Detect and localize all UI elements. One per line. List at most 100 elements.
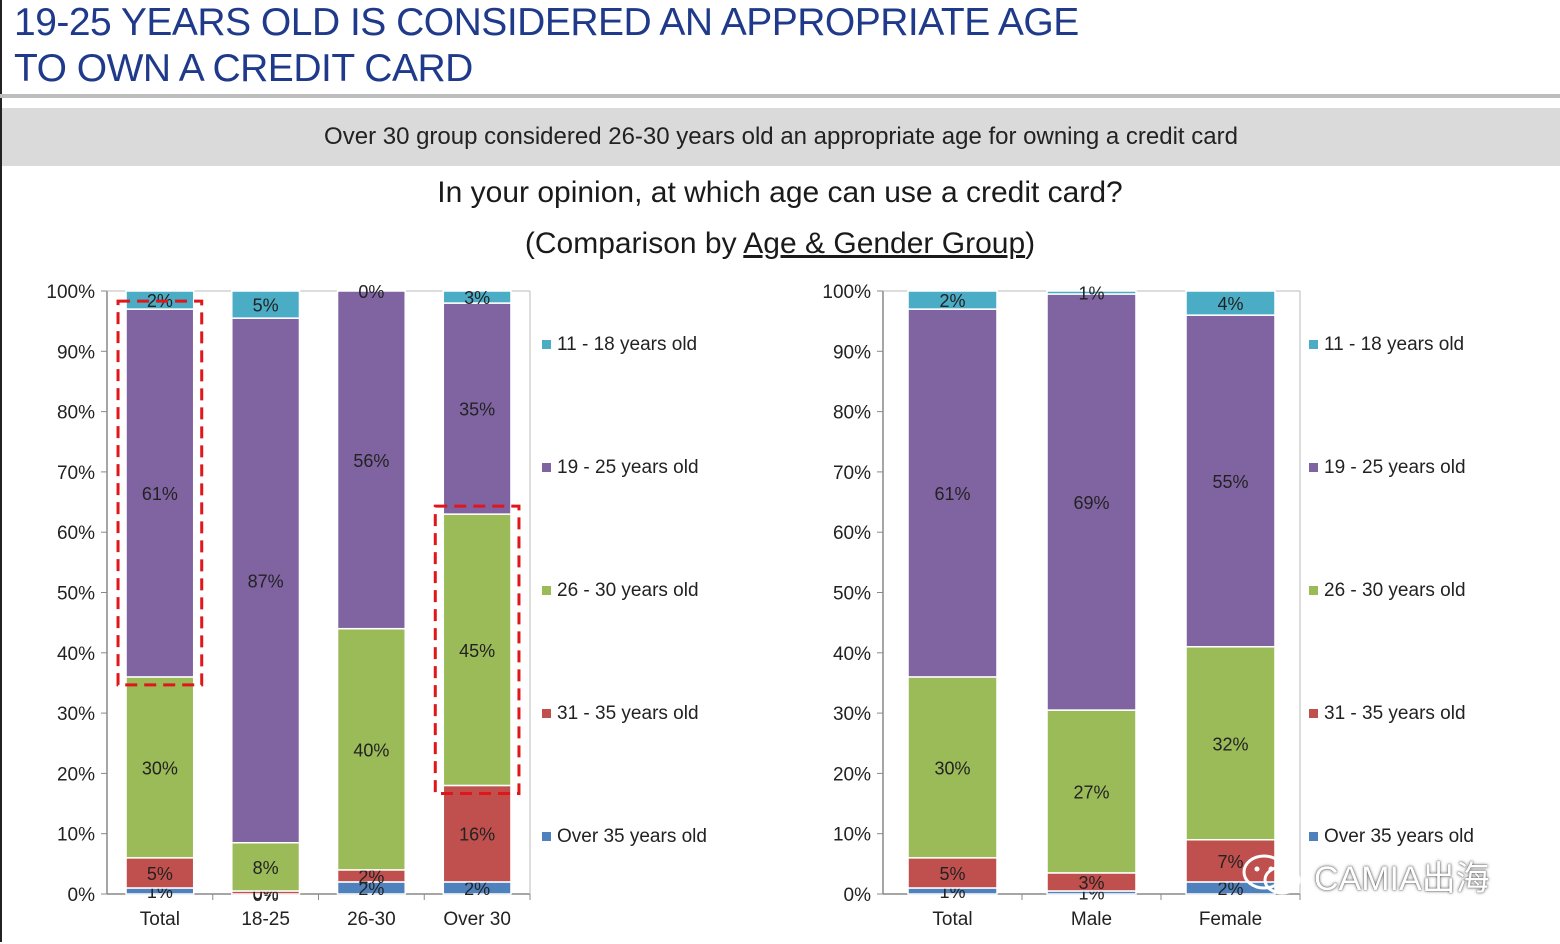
data-label-31-35-years-old-total: 5% — [939, 864, 965, 884]
highlight-box-total — [116, 299, 204, 687]
y-tick-label: 50% — [57, 584, 95, 605]
y-tick-label: 40% — [833, 644, 871, 665]
x-tick-label-female: Female — [1199, 909, 1262, 930]
bar-19-25-years-old-total — [907, 308, 998, 678]
data-label-26-30-years-old-total: 30% — [142, 758, 178, 778]
x-tick-label-over-30: Over 30 — [443, 909, 511, 930]
bar-26-30-years-old-female — [1185, 646, 1276, 841]
data-label-26-30-years-old-18-25: 8% — [253, 858, 279, 878]
chat-bubbles-icon — [1242, 854, 1301, 895]
legend-label-11-18-years-old: 11 - 18 years old — [1324, 334, 1464, 355]
data-label-31-35-years-old-total: 5% — [147, 864, 173, 884]
data-label-11-18-years-old-over-30: 3% — [464, 288, 490, 308]
y-tick-label: 80% — [833, 403, 871, 424]
data-label-over-35-years-old-over-30: 2% — [464, 879, 490, 899]
y-tick-label: 90% — [833, 342, 871, 363]
x-tick-label-male: Male — [1071, 909, 1112, 930]
legend-label-19-25-years-old: 19 - 25 years old — [557, 457, 699, 478]
data-label-26-30-years-old-over-30: 45% — [459, 641, 495, 661]
data-label-19-25-years-old-26-30: 56% — [353, 451, 389, 471]
y-tick-label: 60% — [833, 523, 871, 544]
y-tick-label: 10% — [833, 825, 871, 846]
question-prefix: (Comparison by — [524, 227, 744, 260]
data-label-26-30-years-old-female: 32% — [1212, 734, 1248, 754]
y-tick-label: 100% — [46, 282, 95, 303]
bar-11-18-years-old-over-30 — [442, 290, 512, 304]
y-tick-label: 0% — [844, 885, 872, 906]
y-tick-label: 100% — [822, 282, 871, 303]
x-tick-label-total: Total — [932, 909, 972, 930]
legend-label-over-35-years-old: Over 35 years old — [557, 826, 707, 847]
data-label-over-35-years-old-26-30: 2% — [358, 879, 384, 899]
data-label-19-25-years-old-total: 61% — [142, 484, 178, 504]
x-tick-label-26-30: 26-30 — [347, 909, 396, 930]
bar-19-25-years-old-total — [125, 308, 195, 678]
question-line-2: (Comparison by Age & Gender Group) — [0, 227, 1560, 261]
y-tick-label: 70% — [57, 463, 95, 484]
bar-26-30-years-old-over-30 — [442, 513, 512, 787]
legend-label-19-25-years-old: 19 - 25 years old — [1324, 457, 1466, 478]
data-label-19-25-years-old-female: 55% — [1212, 472, 1248, 492]
bar-11-18-years-old-male — [1046, 290, 1137, 295]
bar-19-25-years-old-female — [1185, 314, 1276, 648]
legend-swatch-31-35-years-old — [542, 709, 551, 718]
bar-11-18-years-old-18-25 — [231, 290, 301, 319]
y-tick-label: 20% — [57, 764, 95, 785]
bar-31-35-years-old-total — [125, 857, 195, 889]
title-divider — [0, 94, 1560, 98]
y-tick-label: 70% — [833, 463, 871, 484]
legend-label-31-35-years-old: 31 - 35 years old — [1324, 703, 1466, 724]
data-label-11-18-years-old-18-25: 5% — [253, 296, 279, 316]
data-label-11-18-years-old-total: 2% — [939, 291, 965, 311]
legend-swatch-26-30-years-old — [1309, 586, 1318, 595]
data-label-19-25-years-old-male: 69% — [1073, 493, 1109, 513]
legend-swatch-11-18-years-old — [1309, 340, 1318, 349]
y-tick-label: 90% — [57, 342, 95, 363]
legend-label-26-30-years-old: 26 - 30 years old — [557, 580, 699, 601]
y-tick-label: 60% — [57, 523, 95, 544]
title-line-1: 19-25 YEARS OLD IS CONSIDERED AN APPROPR… — [14, 1, 1079, 44]
legend-swatch-26-30-years-old — [542, 586, 551, 595]
legend-label-11-18-years-old: 11 - 18 years old — [557, 334, 697, 355]
bar-26-30-years-old-total — [907, 676, 998, 859]
bar-19-25-years-old-over-30 — [442, 302, 512, 515]
data-label-11-18-years-old-26-30: 0% — [358, 282, 384, 302]
bar-26-30-years-old-male — [1046, 709, 1137, 874]
data-label-31-35-years-old-male: 3% — [1078, 873, 1104, 893]
age-group-chart: 0%10%20%30%40%50%60%70%80%90%100%Total1%… — [46, 282, 707, 930]
legend-label-31-35-years-old: 31 - 35 years old — [557, 703, 699, 724]
x-tick-label-18-25: 18-25 — [241, 909, 290, 930]
y-tick-label: 80% — [57, 403, 95, 424]
legend-swatch-over-35-years-old — [542, 832, 551, 841]
question-underlined: Age & Gender Group — [743, 227, 1026, 260]
y-tick-label: 50% — [833, 584, 871, 605]
legend-swatch-19-25-years-old — [1309, 463, 1318, 472]
bar-11-18-years-old-total — [907, 290, 998, 310]
bar-31-35-years-old-over-30 — [442, 784, 512, 883]
y-tick-label: 10% — [57, 825, 95, 846]
bar-31-35-years-old-total — [907, 857, 998, 889]
bar-26-30-years-old-26-30 — [336, 627, 406, 871]
data-label-19-25-years-old-over-30: 35% — [459, 400, 495, 420]
data-label-26-30-years-old-26-30: 40% — [353, 740, 389, 760]
watermark: CAMIA出海 — [1240, 850, 1530, 900]
data-label-11-18-years-old-male: 1% — [1078, 284, 1104, 304]
data-label-31-35-years-old-female: 7% — [1217, 852, 1243, 872]
y-tick-label: 20% — [833, 764, 871, 785]
y-tick-label: 40% — [57, 644, 95, 665]
bar-19-25-years-old-male — [1046, 293, 1137, 711]
x-tick-label-total: Total — [140, 909, 180, 930]
data-label-19-25-years-old-total: 61% — [934, 484, 970, 504]
highlight-box-over-30 — [433, 504, 521, 795]
bar-11-18-years-old-female — [1185, 290, 1276, 316]
data-label-26-30-years-old-male: 27% — [1073, 782, 1109, 802]
y-tick-label: 30% — [57, 704, 95, 725]
legend-swatch-11-18-years-old — [542, 340, 551, 349]
legend-label-26-30-years-old: 26 - 30 years old — [1324, 580, 1466, 601]
data-label-31-35-years-old-26-30: 2% — [358, 867, 384, 887]
legend-swatch-31-35-years-old — [1309, 709, 1318, 718]
legend-swatch-19-25-years-old — [542, 463, 551, 472]
bar-26-30-years-old-18-25 — [231, 841, 301, 892]
legend-label-over-35-years-old: Over 35 years old — [1324, 826, 1474, 847]
